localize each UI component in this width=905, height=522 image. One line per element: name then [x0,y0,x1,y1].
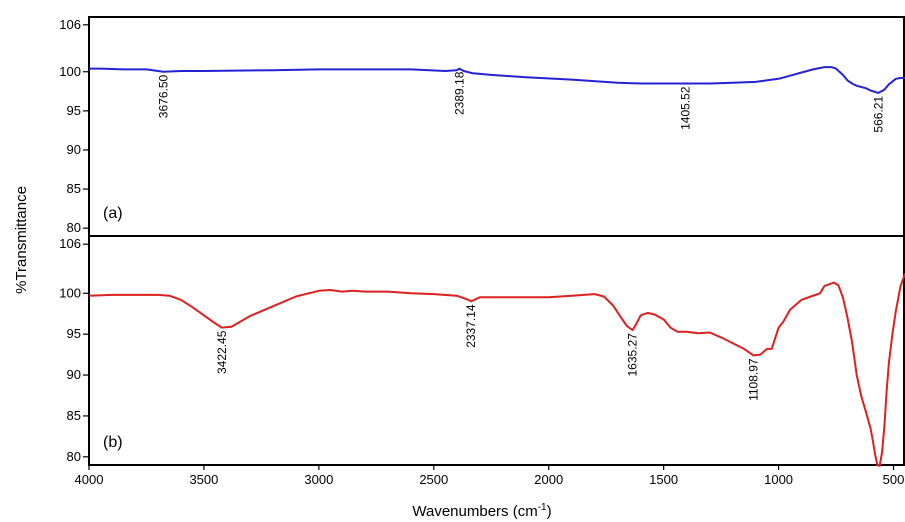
x-tick-label: 2000 [534,472,563,487]
y-tick-label: 95 [67,103,81,118]
x-axis-title-close: ) [547,503,552,520]
panel-frame [88,16,905,237]
peak-label: 1635.27 [626,333,640,377]
peak-label: 1405.52 [678,86,692,130]
y-tick-label: 85 [67,181,81,196]
y-tick-label: 90 [67,142,81,157]
x-axis-title: Wavenumbers (cm-1) [412,502,551,520]
spectrum-line [88,273,905,467]
peak-label: 3676.50 [156,74,170,118]
y-tick-label: 106 [59,17,81,32]
panel-frame [88,235,905,466]
y-axis-title: %Transmittance [13,186,30,294]
peak-label: 2337.14 [464,304,478,348]
panel-a: 80 85 90 95 100 106 3676.50 2389.18 1405.52 566.2… [59,16,905,237]
y-tick-label: 95 [67,326,81,341]
y-tick-label: 90 [67,367,81,382]
x-tick-label: 3500 [189,472,218,487]
x-axis-title-main: Wavenumbers (cm [412,503,537,520]
panel-label: (a) [103,205,123,222]
x-axis: 4000 3500 3000 2500 2000 1500 1000 500 [75,465,905,487]
x-tick-label: 2500 [419,472,448,487]
peak-label: 1108.97 [747,358,761,401]
y-tick-label: 106 [59,236,81,251]
x-tick-label: 3000 [304,472,333,487]
y-tick-label: 100 [59,285,81,300]
x-axis-title-sup: -1 [538,502,547,513]
y-tick-label: 85 [67,408,81,423]
peak-label: 3422.45 [215,330,229,374]
panel-label: (b) [103,434,123,451]
peak-label: 566.21 [871,96,885,133]
spectrum-line [89,66,905,94]
x-tick-label: 500 [883,472,905,487]
x-tick-label: 4000 [75,472,104,487]
x-tick-label: 1000 [764,472,793,487]
panel-b: 80 85 90 95 100 106 3422.45 2337.14 1635.27 1108.… [59,235,905,467]
y-tick-label: 80 [67,449,81,464]
x-tick-label: 1500 [649,472,678,487]
y-tick-label: 80 [67,220,81,235]
peak-label: 2389.18 [452,71,466,115]
y-tick-label: 100 [59,64,81,79]
